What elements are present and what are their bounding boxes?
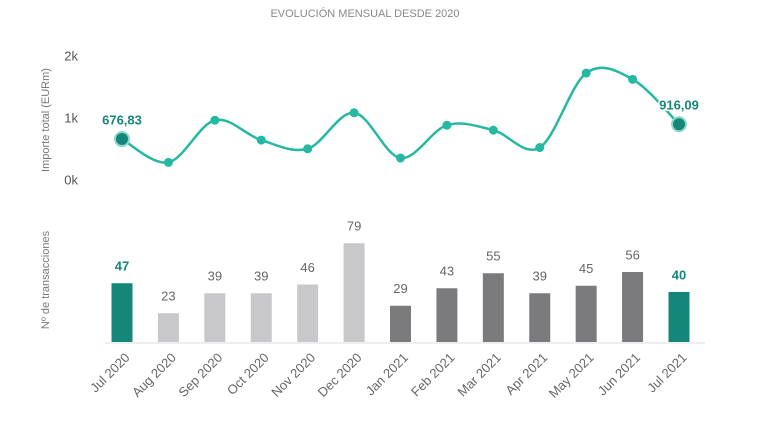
value-label: 676,83 bbox=[102, 112, 142, 127]
bar bbox=[668, 292, 690, 342]
point bbox=[114, 131, 130, 148]
value-label: 29 bbox=[393, 281, 407, 296]
point bbox=[210, 115, 220, 125]
x-tick-label: Oct 2020 bbox=[224, 350, 272, 398]
bar bbox=[343, 243, 365, 342]
y-tick-label: 0k bbox=[64, 172, 78, 187]
y-axis-title: Importe total (EURm) bbox=[40, 68, 52, 172]
x-tick-label: May 2021 bbox=[546, 350, 597, 401]
point bbox=[442, 120, 452, 130]
bar bbox=[529, 293, 551, 342]
point bbox=[256, 135, 266, 145]
point bbox=[303, 144, 313, 154]
y-tick-label: 1k bbox=[64, 110, 78, 125]
bar bbox=[297, 284, 319, 342]
x-tick-label: Jul 2020 bbox=[87, 350, 132, 395]
x-tick-label: Mar 2021 bbox=[454, 350, 503, 399]
x-tick-label: Dec 2020 bbox=[315, 350, 365, 400]
value-label: 39 bbox=[254, 269, 268, 284]
point bbox=[581, 68, 591, 78]
value-label: 23 bbox=[161, 289, 175, 304]
point bbox=[535, 143, 545, 153]
x-tick-label: Jun 2021 bbox=[595, 350, 643, 398]
value-label: 40 bbox=[672, 267, 686, 282]
x-tick-label: Sep 2020 bbox=[175, 350, 225, 400]
line bbox=[121, 66, 680, 164]
value-label: 39 bbox=[208, 269, 222, 284]
bar bbox=[575, 285, 597, 342]
x-tick-label: Jan 2021 bbox=[363, 350, 411, 398]
x-tick-label: Feb 2021 bbox=[408, 350, 457, 399]
point bbox=[488, 125, 498, 135]
value-label: 45 bbox=[579, 261, 593, 276]
bar bbox=[204, 293, 226, 342]
point bbox=[628, 74, 638, 84]
point bbox=[163, 157, 173, 167]
bar bbox=[390, 305, 411, 342]
x-tick-label: Nov 2020 bbox=[268, 350, 318, 400]
value-label: 79 bbox=[347, 219, 361, 234]
value-label: 916,09 bbox=[659, 98, 699, 113]
bar bbox=[111, 283, 133, 342]
point bbox=[671, 116, 687, 133]
point bbox=[349, 108, 359, 118]
value-label: 46 bbox=[300, 260, 314, 275]
bar bbox=[482, 273, 504, 342]
value-label: 55 bbox=[486, 249, 500, 264]
bar bbox=[622, 272, 644, 342]
y-tick-label: 2k bbox=[64, 48, 78, 63]
value-label: 39 bbox=[533, 269, 547, 284]
y-axis-title: Nº de transacciones bbox=[40, 230, 52, 329]
value-label: 47 bbox=[115, 259, 129, 274]
value-label: 43 bbox=[440, 264, 454, 279]
bar bbox=[250, 293, 272, 342]
x-tick-label: Aug 2020 bbox=[129, 350, 179, 400]
bar bbox=[157, 313, 179, 342]
chart-title: EVOLUCIÓN MENSUAL DESDE 2020 bbox=[270, 7, 459, 20]
value-label: 56 bbox=[625, 247, 639, 262]
bar bbox=[436, 288, 458, 342]
x-tick-label: Apr 2021 bbox=[502, 350, 550, 398]
point bbox=[396, 153, 405, 163]
x-tick-label: Jul 2021 bbox=[644, 350, 689, 395]
